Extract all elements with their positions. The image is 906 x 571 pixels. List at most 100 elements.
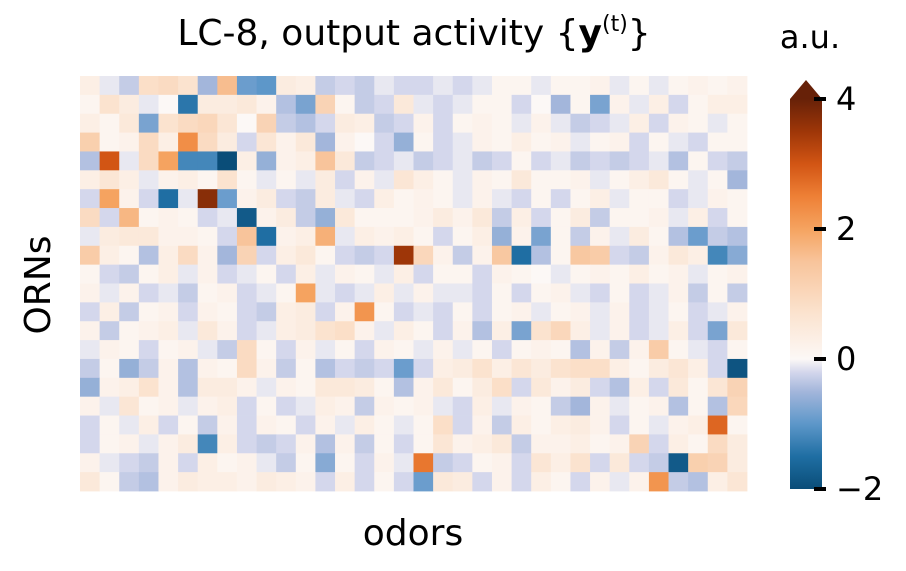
heatmap-cell: [217, 434, 238, 454]
heatmap-cell: [590, 453, 611, 473]
heatmap-cell: [393, 283, 414, 303]
heatmap-cell: [236, 434, 257, 454]
heatmap-cell: [688, 302, 709, 322]
heatmap-cell: [668, 113, 689, 133]
heatmap-cell: [80, 170, 101, 190]
heatmap-cell: [158, 472, 179, 492]
heatmap-cell: [688, 151, 709, 171]
heatmap-cell: [335, 208, 356, 228]
heatmap-cell: [217, 151, 238, 171]
heatmap-cell: [668, 189, 689, 209]
heatmap-cell: [609, 226, 630, 247]
heatmap-cell: [609, 264, 630, 284]
heatmap-cell: [452, 358, 473, 379]
heatmap-cell: [119, 264, 140, 284]
heatmap-cell: [727, 264, 748, 284]
heatmap-cell: [276, 358, 297, 379]
heatmap-cell: [197, 377, 218, 398]
heatmap-cell: [668, 94, 689, 115]
heatmap-cell: [99, 415, 120, 435]
heatmap-cell: [138, 302, 159, 322]
heatmap-cell: [197, 76, 218, 96]
heatmap-cell: [531, 264, 552, 284]
heatmap-cell: [550, 132, 571, 152]
heatmap-cell: [491, 472, 512, 492]
heatmap-cell: [511, 208, 532, 228]
heatmap-cell: [99, 283, 120, 303]
heatmap-cell: [256, 245, 277, 266]
heatmap-cell: [158, 453, 179, 473]
heatmap-cell: [727, 226, 748, 247]
heatmap-cell: [236, 396, 257, 416]
heatmap-cell: [99, 226, 120, 247]
heatmap-cell: [354, 472, 375, 492]
heatmap-cell: [511, 226, 532, 247]
heatmap-cell: [668, 245, 689, 266]
heatmap-cell: [433, 226, 454, 247]
heatmap-cell: [727, 113, 748, 133]
heatmap-cell: [452, 472, 473, 492]
heatmap-cell: [511, 132, 532, 152]
heatmap-cell: [256, 321, 277, 341]
heatmap-cell: [315, 189, 336, 209]
heatmap-cell: [550, 226, 571, 247]
heatmap-cell: [433, 113, 454, 133]
heatmap-cell: [295, 434, 316, 454]
heatmap-cell: [629, 434, 650, 454]
heatmap-cell: [374, 170, 395, 190]
heatmap-cell: [452, 264, 473, 284]
heatmap-cell: [452, 396, 473, 416]
heatmap-cell: [707, 132, 728, 152]
heatmap-cell: [119, 170, 140, 190]
heatmap-cell: [472, 434, 493, 454]
heatmap-cell: [178, 189, 199, 209]
heatmap-cell: [452, 113, 473, 133]
heatmap-cell: [707, 321, 728, 341]
heatmap-cell: [648, 358, 669, 379]
heatmap-cell: [452, 151, 473, 171]
heatmap-cell: [609, 377, 630, 398]
heatmap-cell: [236, 453, 257, 473]
heatmap-cell: [80, 396, 101, 416]
heatmap-cell: [217, 76, 238, 96]
heatmap-cell: [570, 208, 591, 228]
heatmap-cell: [256, 396, 277, 416]
heatmap-cell: [354, 283, 375, 303]
heatmap-cell: [688, 340, 709, 360]
heatmap-cell: [119, 283, 140, 303]
heatmap-cell: [511, 170, 532, 190]
heatmap-cell: [393, 94, 414, 115]
heatmap-cell: [648, 396, 669, 416]
heatmap-cell: [217, 170, 238, 190]
heatmap-cell: [590, 377, 611, 398]
heatmap-cell: [256, 358, 277, 379]
heatmap-cell: [570, 396, 591, 416]
heatmap-cell: [335, 321, 356, 341]
heatmap-cell: [374, 151, 395, 171]
heatmap-cell: [590, 76, 611, 96]
heatmap-cell: [413, 170, 434, 190]
heatmap-cell: [236, 226, 257, 247]
heatmap-cell: [590, 396, 611, 416]
heatmap-cell: [472, 76, 493, 96]
heatmap-cell: [491, 415, 512, 435]
heatmap-cell: [178, 415, 199, 435]
heatmap-cell: [668, 472, 689, 492]
heatmap-cell: [315, 453, 336, 473]
heatmap-cell: [80, 226, 101, 247]
heatmap-cell: [217, 132, 238, 152]
heatmap-cell: [531, 132, 552, 152]
heatmap-cell: [668, 340, 689, 360]
heatmap-cell: [217, 453, 238, 473]
heatmap-cell: [590, 132, 611, 152]
heatmap-cell: [688, 377, 709, 398]
heatmap-cell: [727, 151, 748, 171]
heatmap-cell: [197, 94, 218, 115]
heatmap-cell: [531, 170, 552, 190]
heatmap-cell: [531, 226, 552, 247]
heatmap-cell: [217, 472, 238, 492]
heatmap-cell: [452, 283, 473, 303]
heatmap-cell: [197, 208, 218, 228]
heatmap-cell: [236, 113, 257, 133]
heatmap-cell: [335, 226, 356, 247]
